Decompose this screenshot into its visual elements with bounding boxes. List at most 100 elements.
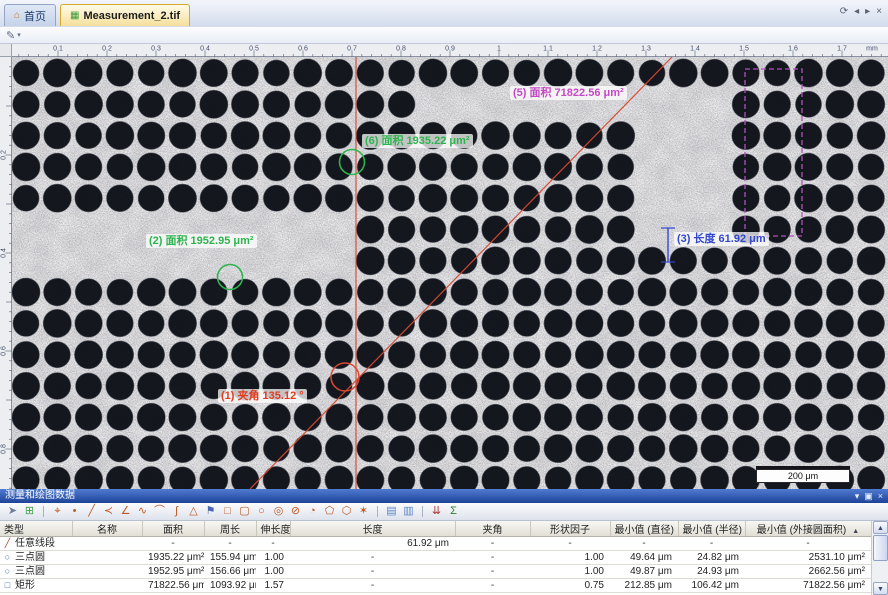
arc-tool-icon[interactable]: ⌒	[154, 505, 165, 517]
chevron-down-icon[interactable]: ▾	[17, 32, 21, 39]
sample-hole	[826, 247, 854, 275]
panel-dock-button[interactable]: ▣	[864, 491, 873, 501]
spline-tool-icon[interactable]: ʃ	[175, 505, 178, 517]
polyline-tool-icon[interactable]: ≺	[103, 505, 114, 517]
sample-hole	[387, 277, 417, 307]
copy-results-icon[interactable]: ⊞	[24, 505, 35, 517]
concentric-circle-tool-icon[interactable]: ◎	[273, 505, 284, 517]
sample-hole	[513, 340, 541, 369]
sample-hole	[356, 309, 385, 338]
sample-hole	[825, 434, 854, 463]
report-icon[interactable]: ▥	[403, 505, 414, 517]
sheet-icon[interactable]: ▤	[386, 505, 397, 517]
image-viewer[interactable]: 200 μm (1) 夹角 135.12 ° (2) 面积 1952.95 μm²…	[12, 57, 888, 489]
panel-close-button[interactable]: ×	[877, 491, 883, 501]
column-header-8[interactable]: 最小值 (直径)	[610, 521, 679, 537]
sample-hole	[294, 341, 322, 369]
panel-menu-button[interactable]: ▾	[854, 491, 860, 501]
sample-hole	[481, 184, 510, 212]
statistics-icon[interactable]: Σ	[450, 505, 457, 517]
sample-hole	[387, 90, 416, 119]
table-row[interactable]: ○ 三点圆 1935.22 μm² 155.94 μm 1.00- -1.00 49.64 …	[0, 550, 871, 565]
sample-hole	[42, 308, 72, 338]
diameter-tool-icon[interactable]: ⊘	[290, 505, 301, 517]
column-header-0[interactable]: 类型	[0, 521, 73, 537]
circle-tool-icon[interactable]: ○	[258, 505, 265, 517]
count-tool-icon[interactable]: ⌖	[54, 505, 61, 517]
next-button[interactable]: ▸	[865, 6, 871, 17]
table-cell: 1935.22 μm²	[142, 550, 204, 565]
angle-tool-icon[interactable]: ∠	[120, 505, 131, 517]
measurement-label-5[interactable]: (5) 面积 71822.56 μm²	[510, 86, 627, 100]
sample-hole	[606, 215, 635, 244]
table-cell: 61.92 μm	[290, 536, 455, 551]
close-button[interactable]: ×	[876, 6, 882, 17]
length-measurement-line[interactable]	[661, 227, 675, 263]
svg-text:0.4: 0.4	[200, 46, 210, 53]
table-scrollbar[interactable]: ▲ ▼	[871, 521, 888, 595]
polygon-tool-icon[interactable]: ⬠	[324, 505, 335, 517]
table-cell: 0.75	[530, 578, 610, 593]
table-row[interactable]: ╱ 任意线段 - - -61.92 μm - - - - -	[0, 536, 871, 551]
sample-hole	[231, 59, 259, 87]
sample-hole	[668, 434, 698, 464]
measurement-label-3[interactable]: (3) 长度 61.92 μm	[674, 232, 769, 246]
line-tool-icon[interactable]: ╱	[88, 505, 95, 517]
column-header-3[interactable]: 周长	[204, 521, 257, 537]
rect-tool-icon[interactable]: □	[224, 505, 231, 517]
sample-hole	[544, 247, 572, 275]
scroll-down-button[interactable]: ▼	[873, 582, 888, 595]
sample-hole	[481, 59, 510, 87]
measurement-label-1[interactable]: (1) 夹角 135.12 °	[218, 389, 307, 403]
micrograph-canvas[interactable]	[12, 57, 888, 489]
angle-vertex-circle[interactable]	[330, 362, 360, 392]
marker-tool-icon[interactable]: ⚑	[205, 505, 216, 517]
row-type-label: 矩形	[15, 580, 35, 591]
sample-hole	[293, 58, 323, 88]
angle-line-diagonal[interactable]	[249, 57, 673, 489]
column-header-4[interactable]: 伸长度	[256, 521, 291, 537]
scroll-thumb[interactable]	[873, 535, 888, 561]
column-header-10[interactable]: 最小值 (外接圆面积) ▲	[745, 521, 872, 537]
point-tool-icon[interactable]: •	[72, 505, 77, 517]
sample-hole	[137, 59, 165, 87]
sample-hole	[574, 215, 604, 244]
table-row[interactable]: ○ 三点圆 1952.95 μm² 156.66 μm 1.00- -1.00 49.87 …	[0, 564, 871, 579]
area-measurement-circle-6[interactable]	[338, 148, 366, 176]
column-header-2[interactable]: 面积	[142, 521, 205, 537]
export-icon[interactable]: ⇊	[431, 505, 442, 517]
pointer-icon[interactable]: ➤	[7, 505, 18, 517]
prev-button[interactable]: ◂	[854, 6, 860, 17]
area-measurement-circle-2[interactable]	[216, 263, 244, 291]
hexagon-tool-icon[interactable]: ⬡	[341, 505, 352, 517]
sector-tool-icon[interactable]: ◔	[309, 505, 316, 517]
toolbar-separator	[422, 506, 423, 517]
sample-hole	[169, 90, 196, 118]
star-tool-icon[interactable]: ✶	[358, 505, 369, 517]
column-header-5[interactable]: 长度	[290, 521, 456, 537]
scroll-up-button[interactable]: ▲	[873, 521, 888, 534]
sample-hole	[794, 58, 823, 88]
sample-hole	[43, 466, 71, 489]
column-header-7[interactable]: 形状因子	[530, 521, 611, 537]
sort-ascending-icon: ▲	[852, 528, 860, 535]
curve-tool-icon[interactable]: ∿	[137, 505, 148, 517]
area-measurement-rect[interactable]	[744, 68, 803, 237]
annotate-tool-icon[interactable]: ✎	[6, 29, 16, 42]
tab-measurement-document[interactable]: ▦ Measurement_2.tif	[60, 4, 191, 26]
column-header-1[interactable]: 名称	[72, 521, 143, 537]
sample-hole	[262, 121, 291, 150]
svg-text:1.7: 1.7	[837, 46, 847, 53]
column-header-9[interactable]: 最小值 (半径)	[678, 521, 746, 537]
sample-hole	[701, 372, 728, 400]
measurement-label-6[interactable]: (6) 面积 1935.22 μm²	[362, 134, 473, 148]
sample-hole	[199, 465, 229, 489]
rounded-rect-tool-icon[interactable]: ▢	[239, 505, 250, 517]
measurement-label-2[interactable]: (2) 面积 1952.95 μm²	[146, 234, 257, 248]
refresh-button[interactable]: ⟳	[839, 6, 849, 17]
column-header-6[interactable]: 夹角	[455, 521, 531, 537]
triangle-tool-icon[interactable]: △	[189, 505, 198, 517]
tab-home[interactable]: ⌂ 首页	[4, 4, 57, 26]
